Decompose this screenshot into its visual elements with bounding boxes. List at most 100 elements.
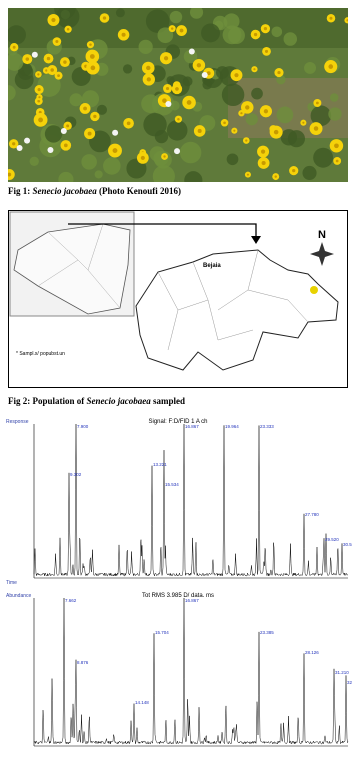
- flower-center: [146, 77, 151, 82]
- flower-center: [51, 17, 56, 23]
- leaf: [245, 113, 258, 126]
- leaf: [29, 156, 39, 166]
- leaf: [202, 80, 212, 90]
- white-flower: [31, 51, 38, 58]
- flower-center: [274, 175, 277, 178]
- arrow-head: [251, 236, 261, 244]
- flower-center: [234, 73, 239, 78]
- leaf: [44, 125, 63, 143]
- peak-label: 7.662: [65, 598, 77, 603]
- peak-label: 27.780: [305, 512, 319, 517]
- peak-label: 23.385: [260, 630, 274, 635]
- flower-center: [261, 160, 266, 166]
- leaf: [81, 154, 97, 170]
- commune-borders: [157, 249, 309, 351]
- flower-center: [175, 87, 179, 91]
- leaf: [71, 66, 91, 86]
- white-flower: [112, 129, 119, 136]
- caption-text: (Photo Kenoufi 2016): [99, 186, 181, 196]
- leaf: [276, 106, 294, 124]
- leaf: [271, 26, 283, 38]
- white-flower: [201, 72, 208, 79]
- flower-center: [260, 149, 266, 154]
- x-axis-label: Time: [6, 580, 17, 586]
- leaf: [222, 25, 242, 45]
- peak-label: 16.867: [185, 424, 199, 429]
- leaf: [8, 85, 16, 101]
- leaf: [115, 8, 125, 18]
- flower-center: [38, 96, 41, 99]
- signal-title: Signal: F:D/FID 1 A ch: [148, 419, 207, 425]
- leaf: [215, 66, 229, 79]
- leaf: [223, 13, 240, 30]
- leaf: [145, 9, 170, 33]
- leaf: [157, 27, 174, 44]
- y-axis-label: Abundance: [6, 593, 32, 599]
- flower-center: [263, 109, 269, 114]
- flower-center: [170, 27, 174, 30]
- flower-center: [66, 124, 70, 128]
- leaf: [287, 130, 306, 148]
- flower-center: [37, 73, 40, 76]
- flower-center: [87, 131, 92, 136]
- leaf: [54, 8, 76, 20]
- leaf: [221, 83, 245, 107]
- region-label: Bejaia: [203, 263, 221, 269]
- flower-center: [25, 57, 30, 61]
- flower-center: [246, 173, 249, 176]
- leaf: [189, 8, 204, 19]
- caption-species: Senecio jacobaea: [32, 186, 97, 196]
- map-legend: * Sampl.x/ popubst.un: [16, 351, 65, 357]
- leaf: [302, 165, 317, 181]
- flower-center: [240, 112, 243, 115]
- leaf: [328, 107, 342, 121]
- peak-label: 13.221: [153, 462, 167, 467]
- leaf: [122, 64, 133, 74]
- y-axis-label: Response: [6, 419, 29, 425]
- chromatogram-2: Tot RMS 3.985 D/ data. ms Abundance 7.66…: [6, 593, 352, 747]
- flower-center: [162, 98, 167, 103]
- flower-center: [89, 43, 92, 46]
- flower-center: [38, 117, 44, 123]
- caption-label: Fig 1:: [8, 186, 31, 196]
- leaf: [58, 171, 74, 182]
- figure-2-caption: Fig 2: Population of Senecio jacobaea sa…: [8, 396, 185, 406]
- caption-text: sampled: [153, 396, 186, 406]
- flower-center: [197, 128, 202, 133]
- flower-center: [93, 114, 97, 119]
- map: Bejaia N * Sampl.x/ popubst.un: [8, 210, 348, 388]
- leaf: [276, 75, 286, 85]
- white-flower: [165, 100, 172, 107]
- flower-center: [165, 86, 170, 91]
- leaf: [8, 25, 26, 45]
- flower-center: [12, 45, 16, 49]
- flower-center: [179, 28, 184, 33]
- leaf: [138, 39, 153, 54]
- figure-1-caption: Fig 1: Senecio jacobaea (Photo Kenoufi 2…: [8, 186, 181, 196]
- leaf: [81, 90, 100, 108]
- flower-center: [313, 126, 319, 131]
- caption-species: Senecio jacobaea: [86, 396, 151, 406]
- flower-center: [89, 54, 95, 59]
- flower-center: [273, 129, 279, 135]
- flower-center: [315, 101, 319, 105]
- trace: [33, 423, 349, 577]
- leaf: [166, 119, 188, 141]
- leaf: [169, 10, 183, 24]
- flower-center: [37, 99, 41, 103]
- caption-label: Fig 2:: [8, 396, 31, 406]
- chromatogram-1: Signal: F:D/FID 1 A ch Response Time 7.9…: [6, 419, 352, 586]
- leaf: [94, 170, 103, 179]
- trace: [33, 597, 349, 745]
- peak-label: 7.900: [77, 424, 89, 429]
- leaf: [201, 23, 220, 43]
- peak-label: 14.148: [135, 700, 149, 705]
- leaf: [69, 93, 83, 107]
- algeria-outline: [13, 223, 131, 315]
- flower-center: [140, 155, 145, 160]
- flower-center: [12, 142, 16, 146]
- leaf: [179, 141, 202, 164]
- flower-center: [245, 139, 248, 142]
- flower-center: [90, 65, 96, 71]
